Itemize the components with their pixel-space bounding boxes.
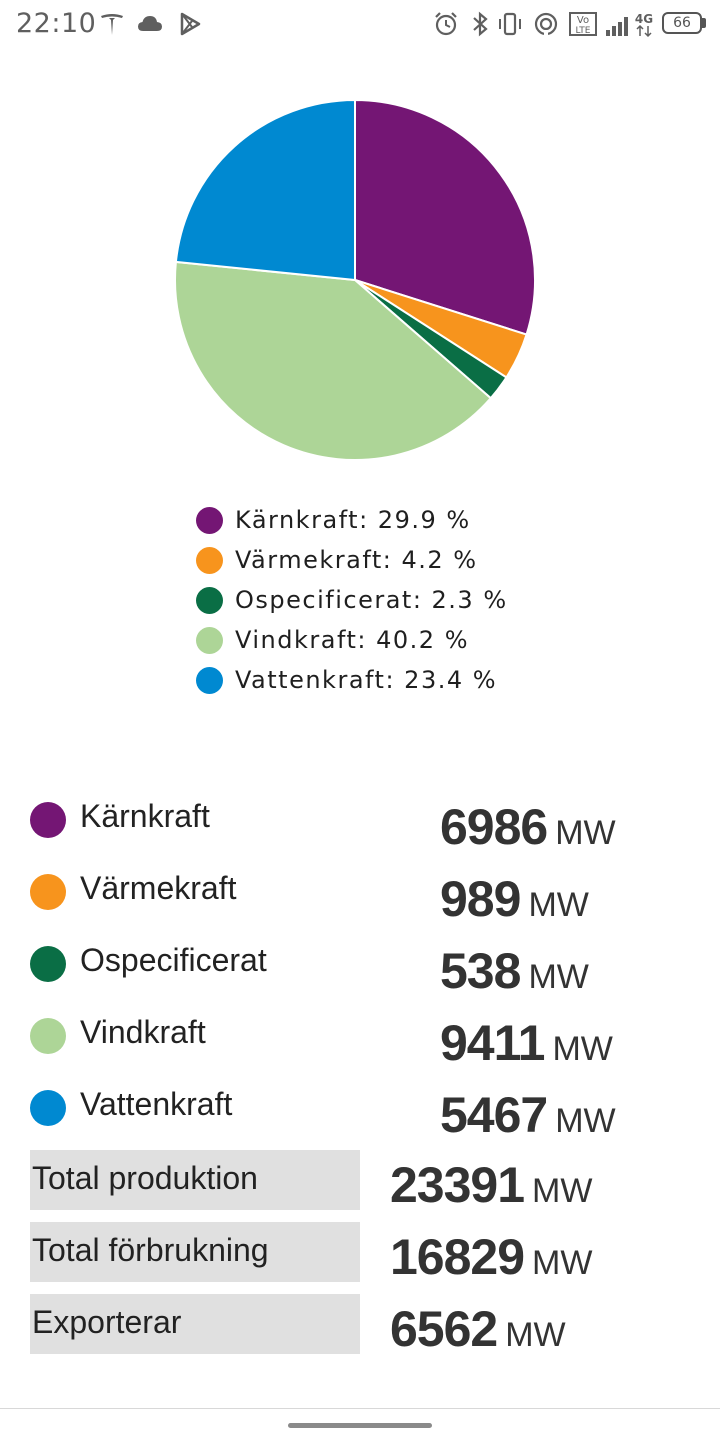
- svg-text:Vo: Vo: [577, 15, 589, 26]
- source-value: 538 MW: [440, 942, 589, 1000]
- battery-icon: 66: [662, 12, 702, 34]
- source-name: Värmekraft: [80, 870, 237, 906]
- vibrate-icon: [499, 12, 521, 36]
- legend-item: Vindkraft: 40.2 %: [196, 620, 508, 660]
- volte-icon: Vo LTE: [569, 12, 597, 36]
- total-unit: MW: [532, 1172, 593, 1210]
- source-value: 989 MW: [440, 870, 589, 928]
- bottom-divider: [0, 1408, 720, 1409]
- total-label: Total produktion: [32, 1160, 258, 1196]
- source-name: Kärnkraft: [80, 798, 210, 834]
- legend-label: Vattenkraft: 23.4 %: [235, 666, 498, 694]
- svg-text:4G: 4G: [635, 12, 653, 26]
- source-value: 9411 MW: [440, 1014, 613, 1072]
- totals: Total produktion 23391 MW Total förbrukni…: [0, 1150, 720, 1366]
- total-row-consumption: Total förbrukning 16829 MW: [0, 1222, 720, 1294]
- total-value: 6562 MW: [390, 1300, 566, 1358]
- total-row-export: Exporterar 6562 MW: [0, 1294, 720, 1366]
- status-bar: 22:10 Vo: [0, 0, 720, 50]
- pie-slice-kärnkraft: [354, 98, 537, 336]
- source-color-dot: [30, 802, 66, 838]
- source-unit: MW: [528, 958, 589, 996]
- home-indicator[interactable]: [288, 1423, 432, 1428]
- source-number: 9411: [440, 1015, 545, 1071]
- legend-item: Ospecificerat: 2.3 %: [196, 580, 508, 620]
- source-row-varmekraft: Värmekraft 989 MW: [0, 856, 720, 928]
- signal-icon: [606, 17, 628, 36]
- total-value: 23391 MW: [390, 1156, 592, 1214]
- source-row-karnkraft: Kärnkraft 6986 MW: [0, 784, 720, 856]
- status-time: 22:10: [16, 8, 97, 39]
- total-label-box: Total produktion: [30, 1150, 360, 1210]
- pie-chart: [0, 90, 720, 470]
- cloud-icon: [138, 16, 162, 31]
- pie-svg: [174, 98, 537, 462]
- total-unit: MW: [505, 1316, 566, 1354]
- source-name: Vattenkraft: [80, 1086, 233, 1122]
- legend-label: Ospecificerat: 2.3 %: [235, 586, 508, 614]
- source-value: 5467 MW: [440, 1086, 616, 1144]
- source-unit: MW: [555, 1102, 616, 1140]
- source-row-ospecificerat: Ospecificerat 538 MW: [0, 928, 720, 1000]
- source-row-vattenkraft: Vattenkraft 5467 MW: [0, 1072, 720, 1144]
- total-number: 6562: [390, 1301, 498, 1357]
- source-color-dot: [30, 1018, 66, 1054]
- bluetooth-icon: [473, 11, 488, 37]
- source-number: 538: [440, 943, 521, 999]
- 4g-icon: 4G: [635, 12, 653, 38]
- total-label-box: Total förbrukning: [30, 1222, 360, 1282]
- total-label-box: Exporterar: [30, 1294, 360, 1354]
- legend-color-dot: [196, 506, 223, 534]
- source-number: 5467: [440, 1087, 548, 1143]
- source-value: 6986 MW: [440, 798, 616, 856]
- legend-color-dot: [196, 666, 223, 694]
- pie-slice-vindkraft: [174, 260, 493, 462]
- svg-text:LTE: LTE: [576, 26, 591, 36]
- total-label: Total förbrukning: [32, 1232, 269, 1268]
- pie-slice-vattenkraft: [174, 98, 356, 282]
- source-number: 989: [440, 871, 521, 927]
- total-row-production: Total produktion 23391 MW: [0, 1150, 720, 1222]
- total-number: 23391: [390, 1157, 525, 1213]
- source-number: 6986: [440, 799, 548, 855]
- source-name: Vindkraft: [80, 1014, 206, 1050]
- source-unit: MW: [555, 814, 616, 852]
- source-color-dot: [30, 874, 66, 910]
- legend-color-dot: [196, 586, 223, 614]
- legend-color-dot: [196, 626, 223, 654]
- hotspot-icon: [534, 12, 558, 36]
- source-color-dot: [30, 1090, 66, 1126]
- legend-item: Värmekraft: 4.2 %: [196, 540, 508, 580]
- alarm-icon: [435, 12, 457, 36]
- legend-item: Kärnkraft: 29.9 %: [196, 500, 508, 540]
- total-number: 16829: [390, 1229, 525, 1285]
- total-label: Exporterar: [32, 1304, 182, 1340]
- total-unit: MW: [532, 1244, 593, 1282]
- source-color-dot: [30, 946, 66, 982]
- legend-label: Kärnkraft: 29.9 %: [235, 506, 471, 534]
- tesla-icon: [101, 14, 123, 35]
- source-list: Kärnkraft 6986 MW Värmekraft 989 MW Ospeci…: [0, 784, 720, 1144]
- legend-label: Vindkraft: 40.2 %: [235, 626, 469, 654]
- source-name: Ospecificerat: [80, 942, 267, 978]
- total-value: 16829 MW: [390, 1228, 592, 1286]
- play-store-icon: [180, 12, 201, 36]
- source-unit: MW: [528, 886, 589, 924]
- chart-legend: Kärnkraft: 29.9 % Värmekraft: 4.2 % Ospe…: [196, 500, 508, 700]
- legend-color-dot: [196, 546, 223, 574]
- battery-cap: [702, 18, 706, 28]
- source-unit: MW: [552, 1030, 613, 1068]
- legend-item: Vattenkraft: 23.4 %: [196, 660, 508, 700]
- source-row-vindkraft: Vindkraft 9411 MW: [0, 1000, 720, 1072]
- legend-label: Värmekraft: 4.2 %: [235, 546, 478, 574]
